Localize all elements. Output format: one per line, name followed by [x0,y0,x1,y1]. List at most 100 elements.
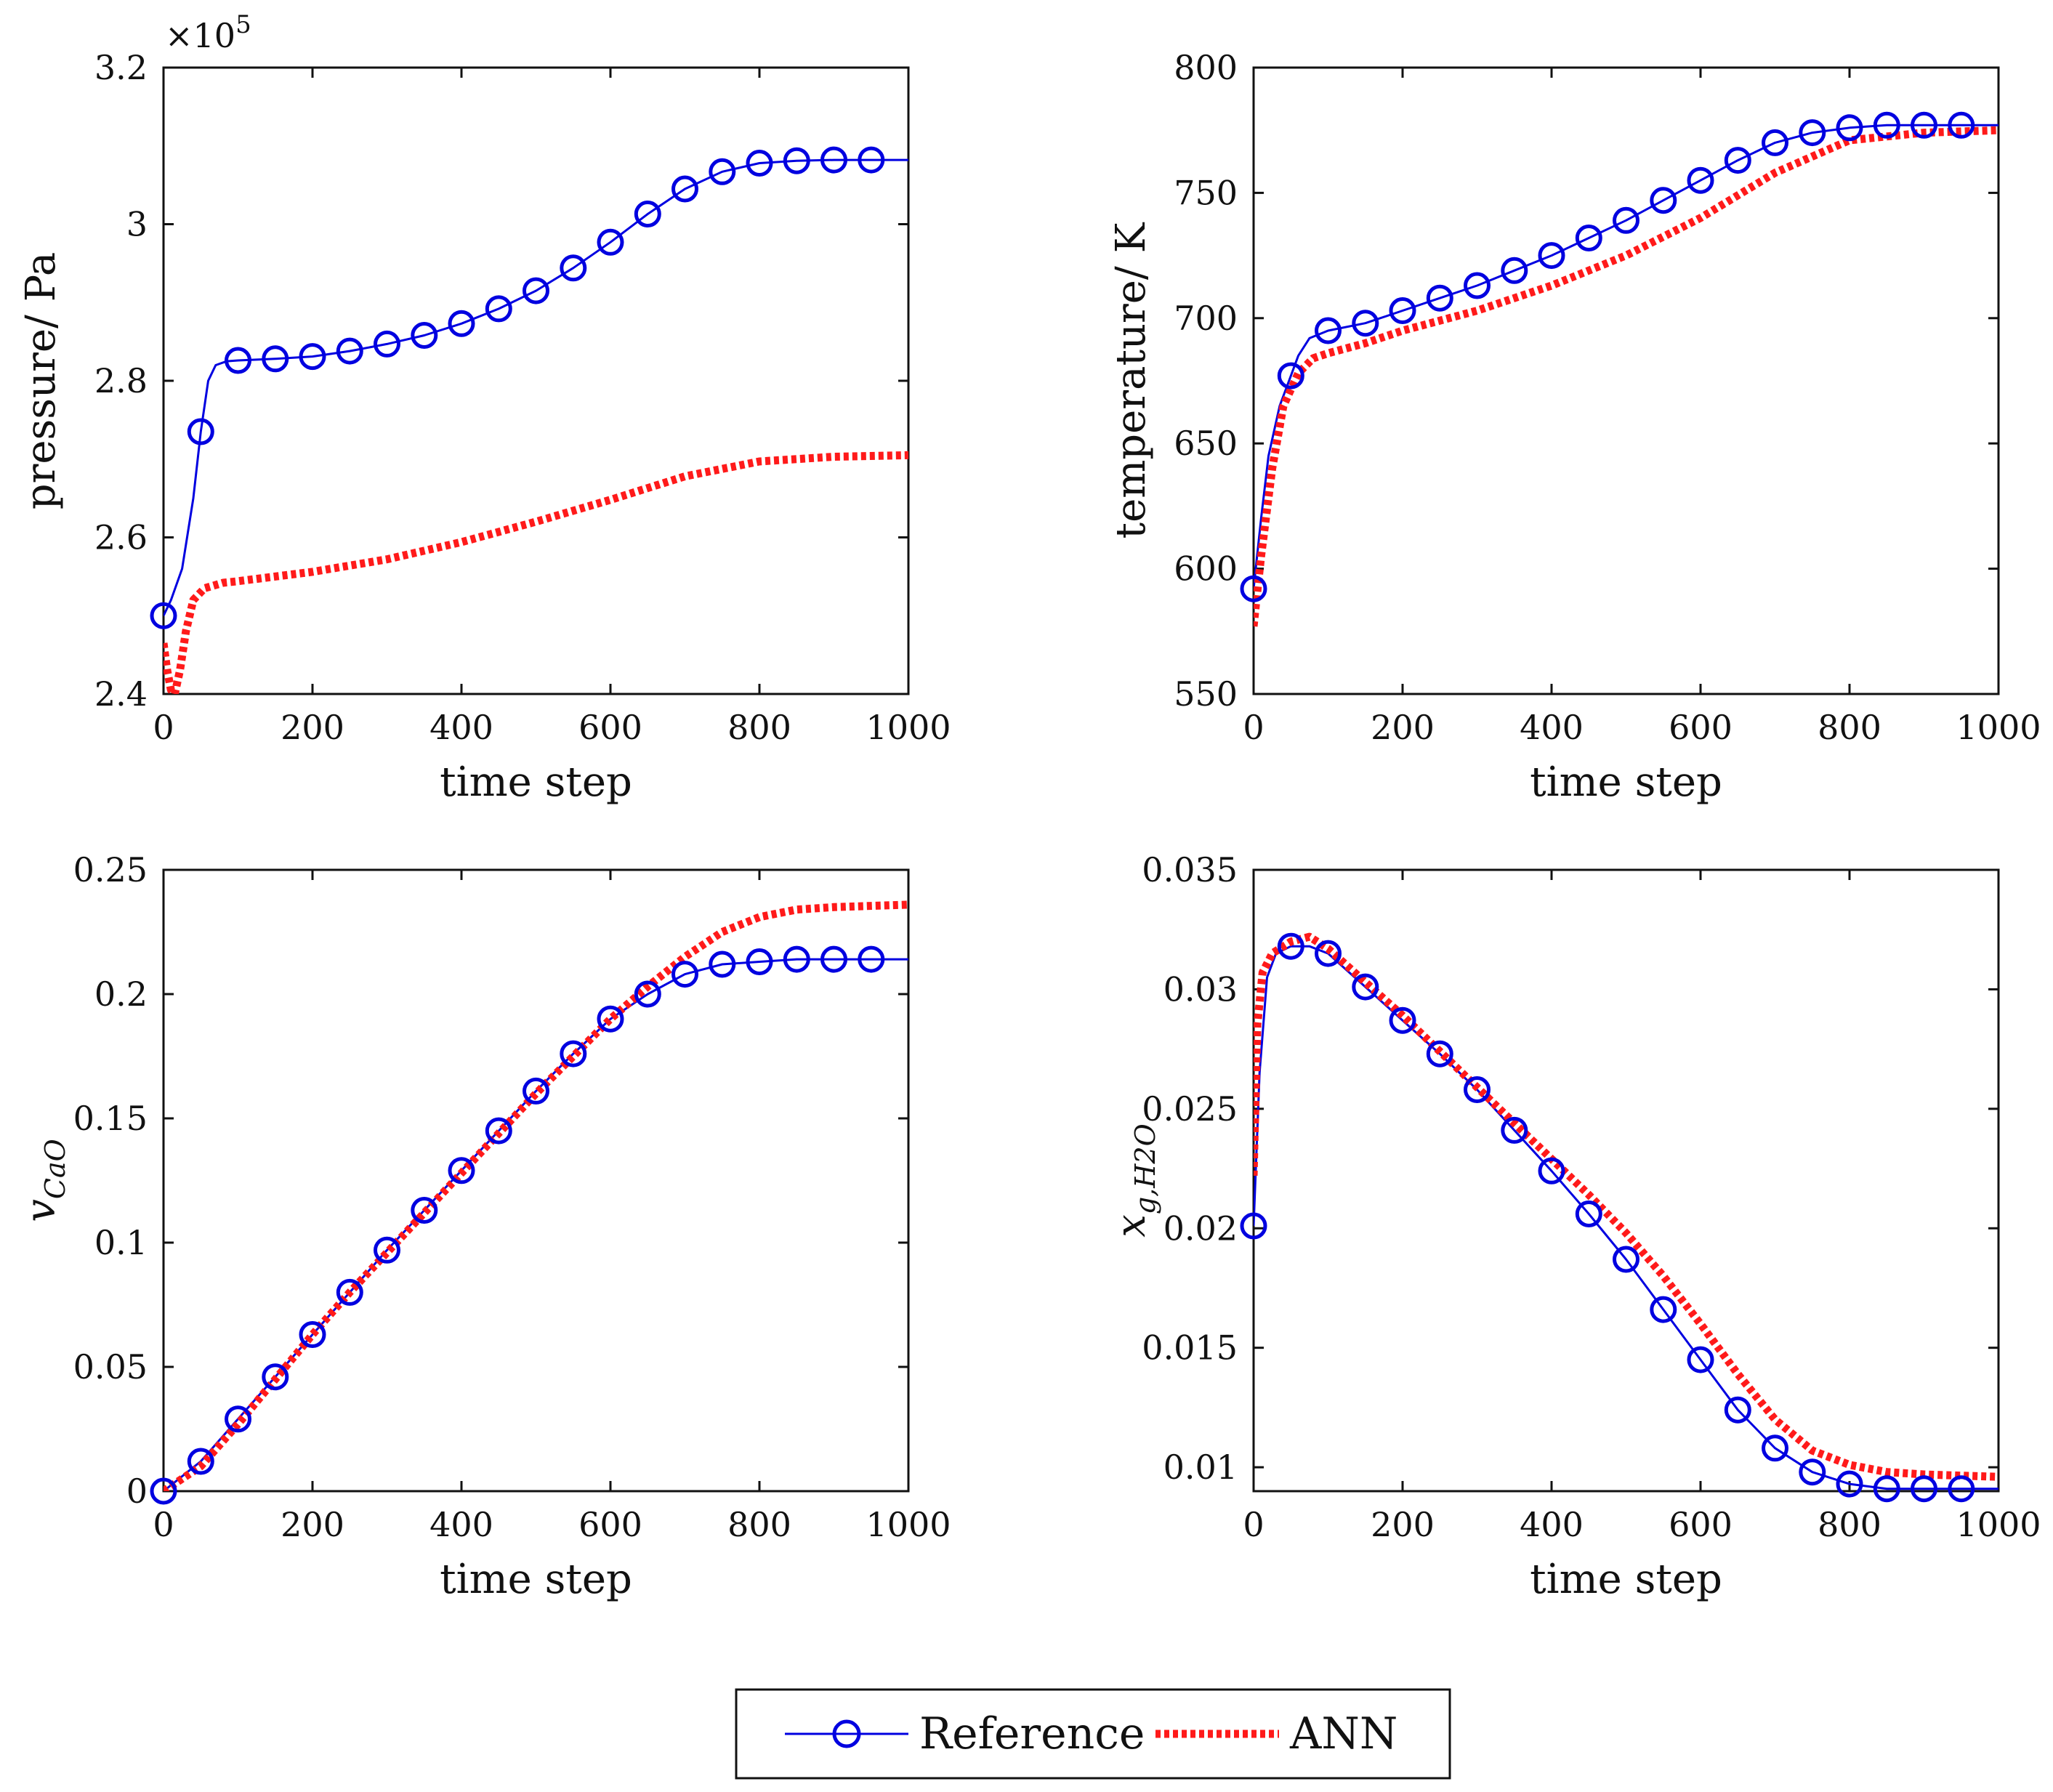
reference-marker [858,945,885,973]
y-tick-label: 700 [1174,299,1238,338]
reference-marker [671,961,698,988]
reference-marker [1762,1434,1788,1462]
reference-marker [1464,1076,1491,1103]
reference-marker [1575,1200,1602,1227]
y-tick-label: 0.01 [1163,1448,1238,1487]
reference-marker [1315,317,1342,344]
axes-box [1252,868,2000,1493]
reference-series-line [164,958,908,1491]
y-tick-label: 550 [1174,674,1238,714]
reference-marker [411,1197,438,1224]
y-tick-label: 800 [1174,48,1238,87]
reference-marker [225,1405,251,1433]
chart-panel-top-right: 0 200 400 600 800 1000 550 600 650 700 750 800 time … [1108,48,2041,806]
x-tick-label: 0 [1243,1505,1264,1544]
ann-series-line [1254,932,1998,1481]
reference-marker [634,980,661,1008]
y-tick-label: 3 [126,205,148,244]
axes-box [162,868,910,1493]
reference-marker [485,1117,512,1145]
y-tick-label: 0.015 [1142,1328,1238,1368]
reference-marker [1501,1116,1528,1144]
reference-marker [820,146,847,174]
reference-marker [820,945,847,973]
y-tick-label: 3.2 [94,48,148,87]
reference-marker [1687,1346,1714,1373]
x-tick-label: 1000 [866,1505,951,1544]
reference-marker [1352,310,1379,337]
x-tick-label: 400 [429,708,493,747]
reference-marker [262,345,289,373]
reference-marker [299,343,326,371]
chart-panel-bottom-right: 0 200 400 600 800 1000 0.01 0.015 0.02 0.025 0.03 0… [1108,850,2041,1603]
reference-series-line [1254,945,1998,1490]
x-tick-label: 400 [1520,708,1584,747]
reference-marker [1426,1040,1453,1067]
x-tick-label: 0 [1243,708,1264,747]
x-tick-label: 600 [1669,1505,1733,1544]
reference-marker [1352,973,1379,1001]
reference-marker [1240,1212,1267,1240]
x-tick-label: 1000 [1956,1505,2041,1544]
x-tick-label: 0 [153,708,174,747]
reference-marker [1277,932,1304,960]
reference-marker [1613,206,1639,234]
reference-series-line [164,158,908,616]
y-tick-label: 0.035 [1142,850,1238,889]
x-tick-label: 600 [578,1505,642,1544]
reference-marker [187,418,214,445]
legend: Reference ANN [735,1688,1451,1780]
legend-ann-label: ANN [1289,1708,1397,1759]
y-tick-label: 0.25 [73,850,148,889]
x-tick-label: 800 [1818,1505,1881,1544]
reference-marker [411,322,438,349]
reference-marker [597,1005,624,1033]
reference-marker [783,147,810,174]
reference-marker [448,1157,475,1184]
y-tick-label: 600 [1174,549,1238,589]
x-tick-label: 400 [1520,1505,1584,1544]
chart-panels: 0 200 400 600 800 1000 2.4 2.6 2.8 3 3.2 time step p… [17,10,2041,1603]
y-axis-label: pressure/ Pa [17,252,65,509]
reference-marker [746,948,773,975]
reference-marker [1315,940,1342,967]
reference-marker [1762,129,1788,156]
reference-marker [671,175,698,203]
x-tick-label: 200 [1371,708,1435,747]
reference-marker [560,1040,587,1067]
reference-series-line [1254,124,1998,589]
y-tick-label: 650 [1174,424,1238,463]
x-tick-label: 600 [1669,708,1733,747]
reference-marker [1873,111,1900,139]
reference-marker [374,1236,400,1264]
reference-marker [150,602,177,629]
reference-marker [1836,114,1863,142]
y-tick-label: 0 [126,1472,148,1511]
reference-marker [485,295,512,323]
y-tick-label: 750 [1174,173,1238,212]
reference-marker [1650,187,1677,214]
y-tick-label: 0.15 [73,1099,148,1138]
y-axis-label: temperature/ K [1108,222,1155,538]
reference-marker [1799,119,1826,147]
legend-reference-label: Reference [919,1708,1145,1759]
ann-series-line [1254,126,1998,627]
reference-marker [374,330,400,358]
reference-marker [1911,1475,1937,1503]
reference-marker [1613,1246,1639,1273]
reference-marker [634,201,661,227]
x-tick-label: 200 [1371,1505,1435,1544]
reference-marker [746,150,773,177]
y-tick-label: 0.02 [1163,1208,1238,1248]
reference-marker [1873,1475,1900,1503]
x-tick-label: 1000 [1956,708,2041,747]
y-tick-label: 0.03 [1163,969,1238,1009]
x-tick-label: 800 [727,1505,791,1544]
y-axis-label: xg,H2O [1108,1123,1161,1237]
plot-area [164,900,908,1491]
reference-marker [523,277,549,304]
reference-marker [523,1077,549,1105]
y-axis-label: vCaO [17,1139,71,1222]
reference-marker [1687,166,1714,194]
